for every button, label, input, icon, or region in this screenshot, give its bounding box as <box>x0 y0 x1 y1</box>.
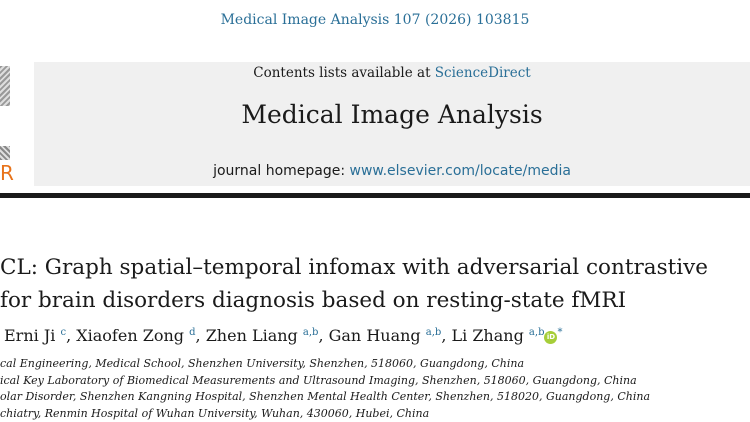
journal-reference-text[interactable]: Medical Image Analysis 107 (2026) 103815 <box>221 12 530 28</box>
article-title-line-1: CL: Graph spatial–temporal infomax with … <box>0 251 750 284</box>
affiliation-marker[interactable]: c <box>60 327 66 338</box>
affiliation-item: ical Key Laboratory of Biomedical Measur… <box>0 373 650 390</box>
journal-title: Medical Image Analysis <box>34 100 750 129</box>
journal-banner: Contents lists available at ScienceDirec… <box>34 62 750 186</box>
author-name[interactable]: Li Zhang <box>451 326 523 345</box>
author-name[interactable]: Zhen Liang <box>206 326 298 345</box>
publisher-mark: R <box>0 163 14 183</box>
header-divider <box>0 193 750 198</box>
homepage-prefix: journal homepage: <box>213 163 349 179</box>
corresponding-author-marker[interactable]: * <box>557 327 562 338</box>
article-title: CL: Graph spatial–temporal infomax with … <box>0 251 750 317</box>
contents-line: Contents lists available at ScienceDirec… <box>34 65 750 81</box>
elsevier-tree-logo-icon <box>0 66 10 106</box>
affiliation-item: olar Disorder, Shenzhen Kangning Hospita… <box>0 389 650 406</box>
affiliation-item: cal Engineering, Medical School, Shenzhe… <box>0 356 650 373</box>
affiliation-item: chiatry, Renmin Hospital of Wuhan Univer… <box>0 406 650 422</box>
affiliation-marker[interactable]: d <box>189 327 195 338</box>
author-name[interactable]: Xiaofen Zong <box>76 326 184 345</box>
affiliation-marker[interactable]: a,b <box>426 327 442 338</box>
affiliation-marker[interactable]: a,b <box>529 327 545 338</box>
orcid-icon[interactable]: iD <box>544 331 557 344</box>
journal-homepage-line: journal homepage: www.elsevier.com/locat… <box>34 163 750 179</box>
author-list: Erni Ji c, Xiaofen Zong d, Zhen Liang a,… <box>4 326 562 345</box>
article-title-line-2: for brain disorders diagnosis based on r… <box>0 284 750 317</box>
contents-prefix: Contents lists available at <box>253 65 435 81</box>
author-name[interactable]: Erni Ji <box>4 326 55 345</box>
author-name[interactable]: Gan Huang <box>329 326 421 345</box>
journal-homepage-link[interactable]: www.elsevier.com/locate/media <box>350 163 571 179</box>
elsevier-logo-fragment-icon <box>0 146 10 160</box>
affiliation-list: cal Engineering, Medical School, Shenzhe… <box>0 356 650 422</box>
affiliation-marker[interactable]: a,b <box>303 327 319 338</box>
journal-reference[interactable]: Medical Image Analysis 107 (2026) 103815 <box>0 12 750 28</box>
sciencedirect-link[interactable]: ScienceDirect <box>435 65 531 81</box>
